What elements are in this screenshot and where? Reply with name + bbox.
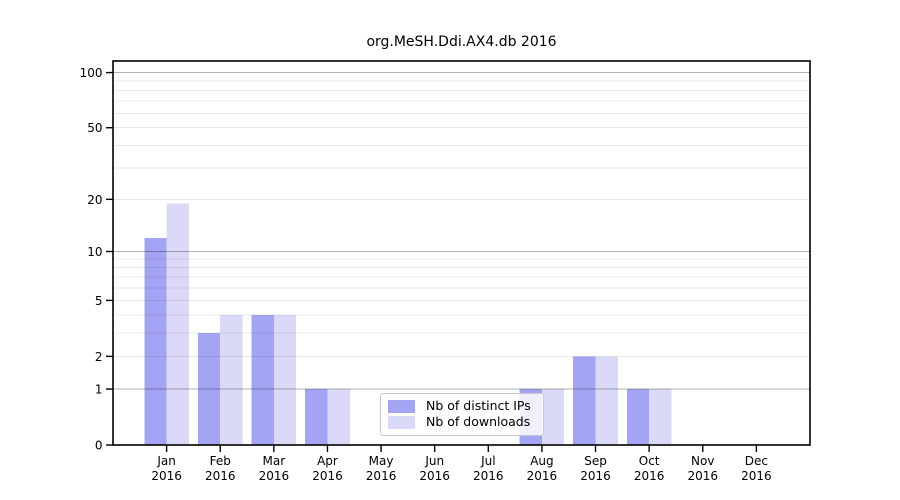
legend-entry-downloads: Nb of downloads bbox=[388, 416, 536, 429]
x-tick-label-month-dec: Dec bbox=[745, 454, 768, 468]
x-tick-label-month-apr: Apr bbox=[317, 454, 338, 468]
legend-swatch-distinct-ips bbox=[388, 400, 415, 413]
x-tick-label-year-dec: 2016 bbox=[741, 469, 772, 483]
y-tick-label-20: 20 bbox=[87, 193, 102, 207]
x-tick-label-year-mar: 2016 bbox=[259, 469, 290, 483]
bar-downloads-mar bbox=[273, 315, 297, 445]
x-tick-label-year-may: 2016 bbox=[366, 469, 397, 483]
legend-entry-distinct-ips: Nb of distinct IPs bbox=[388, 400, 536, 413]
y-tick-label-0: 0 bbox=[95, 439, 103, 453]
y-tick-label-10: 10 bbox=[87, 245, 102, 259]
x-tick-label-month-jul: Jul bbox=[480, 454, 495, 468]
x-tick-label-year-apr: 2016 bbox=[312, 469, 343, 483]
bar-downloads-oct bbox=[649, 389, 672, 445]
x-tick-label-month-aug: Aug bbox=[530, 454, 553, 468]
chart-title: org.MeSH.Ddi.AX4.db 2016 bbox=[366, 34, 557, 50]
plot-frame bbox=[112, 60, 811, 446]
x-tick-label-year-jan: 2016 bbox=[151, 469, 182, 483]
x-tick-label-month-may: May bbox=[369, 454, 394, 468]
x-tick-label-year-feb: 2016 bbox=[205, 469, 236, 483]
x-tick-label-month-oct: Oct bbox=[639, 454, 660, 468]
y-tick-label-50: 50 bbox=[87, 121, 102, 135]
legend-swatch-downloads bbox=[388, 416, 415, 429]
x-tick-label-month-mar: Mar bbox=[263, 454, 286, 468]
x-tick-label-year-aug: 2016 bbox=[527, 469, 558, 483]
bar-downloads-feb bbox=[220, 315, 243, 445]
y-tick-label-2: 2 bbox=[95, 350, 103, 364]
x-tick-label-year-jul: 2016 bbox=[473, 469, 504, 483]
x-tick-label-month-nov: Nov bbox=[691, 454, 714, 468]
legend-label-downloads: Nb of downloads bbox=[426, 414, 531, 430]
x-tick-label-month-sep: Sep bbox=[584, 454, 607, 468]
x-tick-label-month-feb: Feb bbox=[210, 454, 231, 468]
bar-downloads-sep bbox=[595, 356, 618, 445]
x-tick-label-month-jan: Jan bbox=[156, 454, 176, 468]
x-tick-label-month-jun: Jun bbox=[424, 454, 444, 468]
bar-downloads-aug bbox=[541, 389, 565, 445]
legend-label-distinct-ips: Nb of distinct IPs bbox=[426, 398, 531, 414]
legend: Nb of distinct IPs Nb of downloads bbox=[380, 393, 544, 436]
bar-distinct-ips-oct bbox=[626, 389, 650, 445]
bar-downloads-apr bbox=[327, 389, 350, 445]
x-tick-label-year-nov: 2016 bbox=[687, 469, 718, 483]
bar-distinct-ips-jan bbox=[144, 238, 167, 445]
bar-distinct-ips-sep bbox=[573, 356, 596, 445]
y-tick-label-5: 5 bbox=[95, 294, 103, 308]
bar-distinct-ips-apr bbox=[305, 389, 328, 445]
x-tick-label-year-sep: 2016 bbox=[580, 469, 611, 483]
y-tick-label-100: 100 bbox=[80, 66, 103, 80]
x-tick-label-year-jun: 2016 bbox=[419, 469, 450, 483]
x-tick-label-year-oct: 2016 bbox=[634, 469, 665, 483]
y-tick-label-1: 1 bbox=[95, 383, 103, 397]
bar-distinct-ips-feb bbox=[197, 333, 221, 445]
bar-distinct-ips-mar bbox=[251, 315, 274, 445]
bar-downloads-jan bbox=[166, 203, 189, 445]
